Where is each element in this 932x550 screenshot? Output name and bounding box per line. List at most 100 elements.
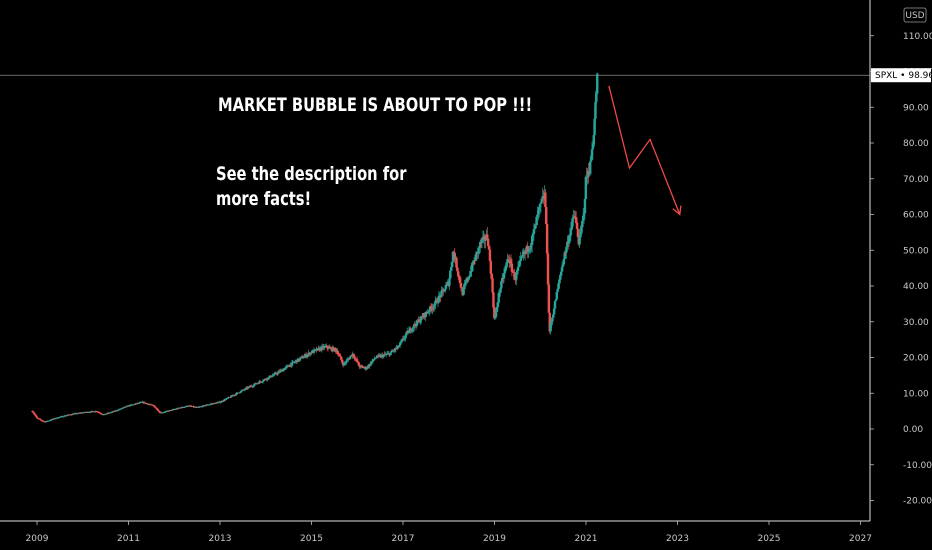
candle-body [269,375,273,378]
candle-body [272,374,275,376]
projection-arrow [608,85,682,216]
candle-body [411,328,414,331]
candle-body [517,263,521,267]
candle-body [283,368,287,370]
candle-body [98,412,102,414]
candle-body [480,239,484,243]
candle [442,287,445,296]
candle [559,275,562,284]
candle-body [481,236,485,240]
candle-body [336,351,339,355]
candle-body [465,278,469,283]
candle [270,376,273,378]
candle-body [271,375,274,377]
candle-body [538,203,542,208]
candle-body [437,295,441,303]
candle-body [545,206,548,225]
candle-body [557,283,560,289]
candle-body [502,273,506,279]
time-axis[interactable]: 2009 2011 2013 2015 2017 2019 2021 2023 2025 2027 [26,521,872,544]
candle-body [405,332,408,336]
candle [479,239,482,253]
candle-body [235,392,238,395]
time-tick-label: 2019 [483,534,506,544]
candle-body [530,244,533,248]
candle-body [433,304,436,308]
candle-body [264,379,267,380]
candle-body [299,357,302,359]
candle-body [544,192,547,207]
candle-body [333,347,337,350]
candle-body [426,312,429,314]
candle-body [555,292,558,300]
candle-body [594,101,597,119]
candle-body [261,381,265,382]
candle-body [590,149,594,160]
candle-body [298,358,302,361]
candle-body [463,285,466,288]
candle-body [494,316,497,319]
candle-body [40,419,43,421]
candle-body [456,267,459,272]
candle-body [570,221,573,229]
candle-body [412,327,415,329]
candle [537,209,540,221]
candle-body [566,241,569,247]
candle-body [403,338,406,340]
candle-body [301,356,304,359]
candle-body [484,239,487,241]
candle [346,357,349,361]
time-tick-label: 2013 [209,534,232,544]
candle-body [182,407,185,409]
candle-body [58,417,61,418]
candle-body [440,290,443,297]
candle-body [313,349,317,351]
candle-body [559,271,563,276]
candle-body [464,283,467,286]
candle [437,290,441,304]
candle-body [470,270,473,272]
candle-body [393,348,397,351]
candle-body [413,324,417,326]
candle-body [337,354,340,355]
candle-body [279,370,282,373]
candle [491,273,494,295]
candle-body [580,227,583,232]
candle [157,409,160,412]
candle [553,300,557,310]
candle [353,353,356,361]
candle-body [509,260,513,264]
price-tick-label: 70.00 [903,175,929,185]
candle-body [98,412,101,414]
candle-body [459,282,463,288]
candle-body [559,275,562,280]
candle-body [593,118,596,136]
candle [510,258,514,277]
price-tag-label: SPXL • 98.96 [875,71,932,81]
candle-body [347,358,351,360]
candle-body [31,411,34,412]
candle-body [420,316,423,321]
candle [513,268,516,281]
candle [451,250,455,267]
candle-body [82,412,85,414]
candle-body [596,73,599,94]
candle-body [450,266,453,271]
candle [355,356,359,363]
candle-body [521,255,524,257]
candle [518,255,522,266]
candle [150,404,154,406]
candle [232,395,236,397]
candle-body [150,404,154,406]
projection-line [608,85,681,215]
candle-body [260,381,264,383]
candle-body [449,270,452,279]
candle [571,214,574,230]
candle-body [157,410,161,412]
price-tick-label: 110.00 [903,32,932,42]
candle-body [246,387,250,389]
candle-body [275,373,279,375]
candle-body [518,260,522,264]
